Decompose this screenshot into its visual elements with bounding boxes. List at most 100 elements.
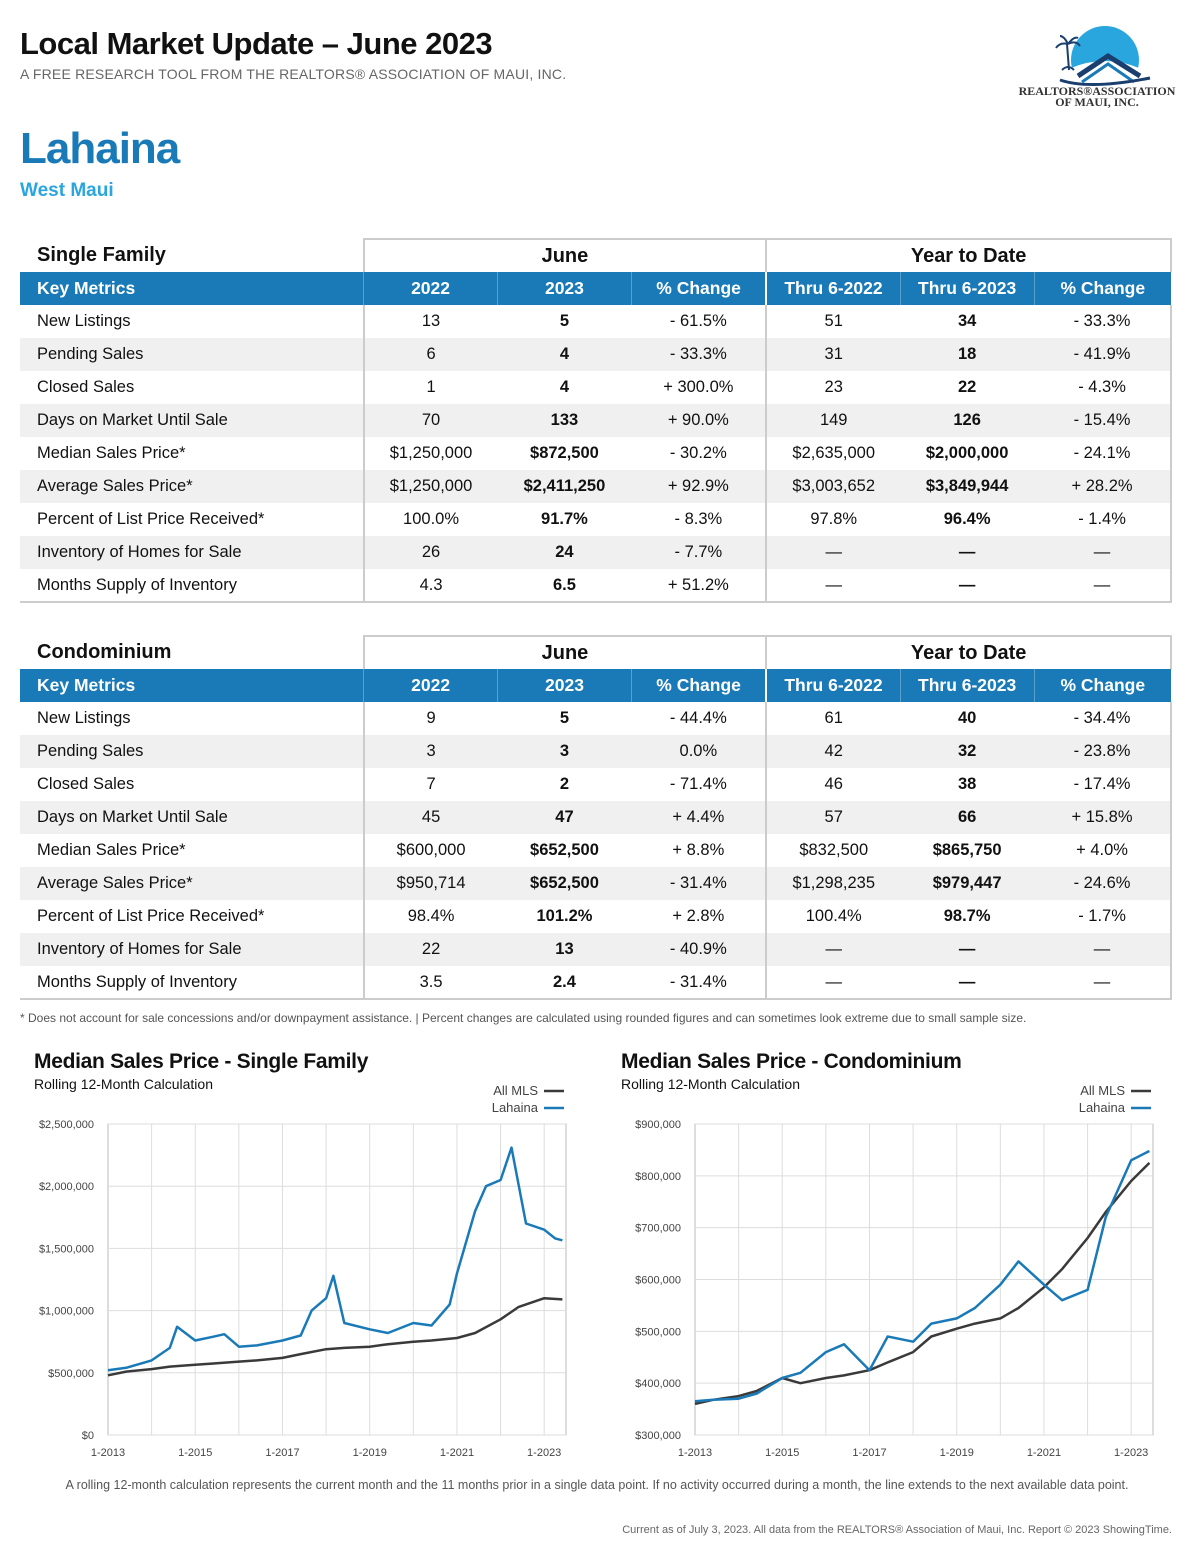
section-title-single-family: Single Family	[37, 244, 166, 266]
chart-single-family: $0 $500,000 $1,000,000 $1,500,000 $2,000,000…	[39, 1083, 567, 1459]
value-2022: 3.5	[362, 966, 498, 1000]
y-tick-label: $1,000,000	[39, 1306, 94, 1318]
value-pct-change: - 61.5%	[631, 305, 767, 338]
value-thru-2022: 97.8%	[765, 503, 901, 536]
table-row: Days on Market Until Sale 45 47 + 4.4% 57 66 +…	[20, 801, 1172, 834]
x-tick-label: 1-2015	[178, 1447, 212, 1459]
group-june: June	[362, 238, 767, 272]
value-2022: $950,714	[362, 867, 498, 900]
value-thru-2023: 98.7%	[900, 900, 1035, 933]
chart-condominium: $300,000 $400,000 $500,000 $600,000 $700,000…	[635, 1083, 1154, 1459]
value-thru-2022: —	[765, 536, 901, 569]
col-thru-2023: Thru 6-2023	[899, 669, 1035, 702]
value-2023: 91.7%	[497, 503, 632, 536]
value-thru-2023: —	[900, 536, 1035, 569]
value-thru-2023: $3,849,944	[900, 470, 1035, 503]
bottom-note: A rolling 12-month calculation represent…	[65, 1478, 1129, 1492]
value-ytd-pct-change: - 1.4%	[1034, 503, 1172, 536]
metric-label: Inventory of Homes for Sale	[20, 536, 364, 569]
table-row: Median Sales Price* $1,250,000 $872,500- 3…	[20, 437, 1172, 470]
metric-label: Days on Market Until Sale	[20, 404, 364, 437]
value-2022: 1	[362, 371, 498, 404]
metric-label: Average Sales Price*	[20, 470, 364, 503]
value-2022: 7	[362, 768, 498, 801]
value-pct-change: + 4.4%	[631, 801, 767, 834]
page-title: Local Market Update – June 2023	[20, 26, 493, 61]
col-2023: 2023	[497, 669, 632, 702]
value-thru-2023: —	[900, 933, 1035, 966]
group-ytd: Year to Date	[765, 238, 1172, 272]
table-row: Closed Sales 1 4 + 300.0% 23 22- 4.3%	[20, 371, 1172, 404]
table-row: Inventory of Homes for Sale 22 13- 40.9% — —…	[20, 933, 1172, 966]
value-2023: 24	[497, 536, 632, 569]
legend-label: Lahaina	[492, 1100, 539, 1115]
value-ytd-pct-change: + 28.2%	[1034, 470, 1172, 503]
value-2023: $872,500	[497, 437, 632, 470]
group-ytd: Year to Date	[765, 635, 1172, 669]
value-pct-change: + 90.0%	[631, 404, 767, 437]
col-2022: 2022	[363, 669, 498, 702]
region-name: West Maui	[20, 180, 114, 201]
table-row: Pending Sales 3 3 0.0% 42 32- 23.8%	[20, 735, 1172, 768]
value-2022: $1,250,000	[362, 437, 498, 470]
x-tick-label: 1-2019	[353, 1447, 387, 1459]
metric-label: Median Sales Price*	[20, 437, 364, 470]
value-thru-2022: 31	[765, 338, 901, 371]
y-tick-label: $400,000	[635, 1378, 681, 1390]
col-2023: 2023	[496, 272, 632, 305]
value-2023: 4	[497, 371, 632, 404]
value-2023: 2	[497, 768, 632, 801]
y-tick-label: $500,000	[48, 1368, 94, 1380]
value-thru-2022: $3,003,652	[765, 470, 901, 503]
y-tick-label: $500,000	[635, 1326, 681, 1338]
value-ytd-pct-change: —	[1034, 933, 1172, 966]
value-thru-2022: 42	[765, 735, 901, 768]
value-thru-2023: 96.4%	[900, 503, 1035, 536]
value-thru-2023: 40	[900, 702, 1035, 735]
value-thru-2022: 61	[765, 702, 901, 735]
value-thru-2023: 38	[900, 768, 1035, 801]
value-thru-2023: 66	[900, 801, 1035, 834]
legend-label: All MLS	[493, 1083, 538, 1098]
value-pct-change: - 31.4%	[631, 867, 767, 900]
y-tick-label: $600,000	[635, 1275, 681, 1287]
table-row: Months Supply of Inventory 4.3 6.5 + 51.2% —…	[20, 569, 1172, 603]
chart-subtitle-single-family: Rolling 12-Month Calculation	[34, 1076, 213, 1092]
value-pct-change: - 7.7%	[631, 536, 767, 569]
value-ytd-pct-change: - 1.7%	[1034, 900, 1172, 933]
y-tick-label: $700,000	[635, 1223, 681, 1235]
single-family-table: Single Family June Year to Date Key Metr…	[20, 238, 1172, 603]
value-2023: 3	[497, 735, 632, 768]
table-row: New Listings 13 5- 61.5% 51 34- 33.3%	[20, 305, 1172, 338]
value-pct-change: - 44.4%	[631, 702, 767, 735]
value-thru-2022: —	[765, 966, 901, 1000]
value-ytd-pct-change: —	[1034, 966, 1172, 1000]
value-pct-change: - 8.3%	[631, 503, 767, 536]
value-2023: 133	[497, 404, 632, 437]
value-thru-2022: 46	[765, 768, 901, 801]
value-pct-change: + 8.8%	[631, 834, 767, 867]
value-ytd-pct-change: - 24.6%	[1034, 867, 1172, 900]
condominium-table: Condominium June Year to Date Key Metric…	[20, 635, 1172, 1000]
x-tick-label: 1-2017	[265, 1447, 299, 1459]
value-2022: 13	[362, 305, 498, 338]
table-row: Pending Sales 6 4- 33.3% 31 18- 41.9%	[20, 338, 1172, 371]
value-thru-2022: —	[765, 569, 901, 603]
value-2022: 22	[362, 933, 498, 966]
table-row: Median Sales Price* $600,000 $652,500 + 8.8…	[20, 834, 1172, 867]
value-ytd-pct-change: - 17.4%	[1034, 768, 1172, 801]
table-row: New Listings 9 5- 44.4% 61 40- 34.4%	[20, 702, 1172, 735]
value-ytd-pct-change: —	[1034, 536, 1172, 569]
value-thru-2023: $865,750	[900, 834, 1035, 867]
x-tick-label: 1-2021	[440, 1447, 474, 1459]
value-pct-change: - 71.4%	[631, 768, 767, 801]
value-thru-2022: $2,635,000	[765, 437, 901, 470]
value-thru-2022: $832,500	[765, 834, 901, 867]
col-key-metrics: Key Metrics	[20, 272, 364, 305]
value-thru-2023: —	[900, 569, 1035, 603]
value-pct-change: + 300.0%	[631, 371, 767, 404]
value-2023: 47	[497, 801, 632, 834]
table-row: Percent of List Price Received* 98.4% 101.…	[20, 900, 1172, 933]
value-thru-2022: 23	[765, 371, 901, 404]
value-ytd-pct-change: —	[1034, 569, 1172, 603]
